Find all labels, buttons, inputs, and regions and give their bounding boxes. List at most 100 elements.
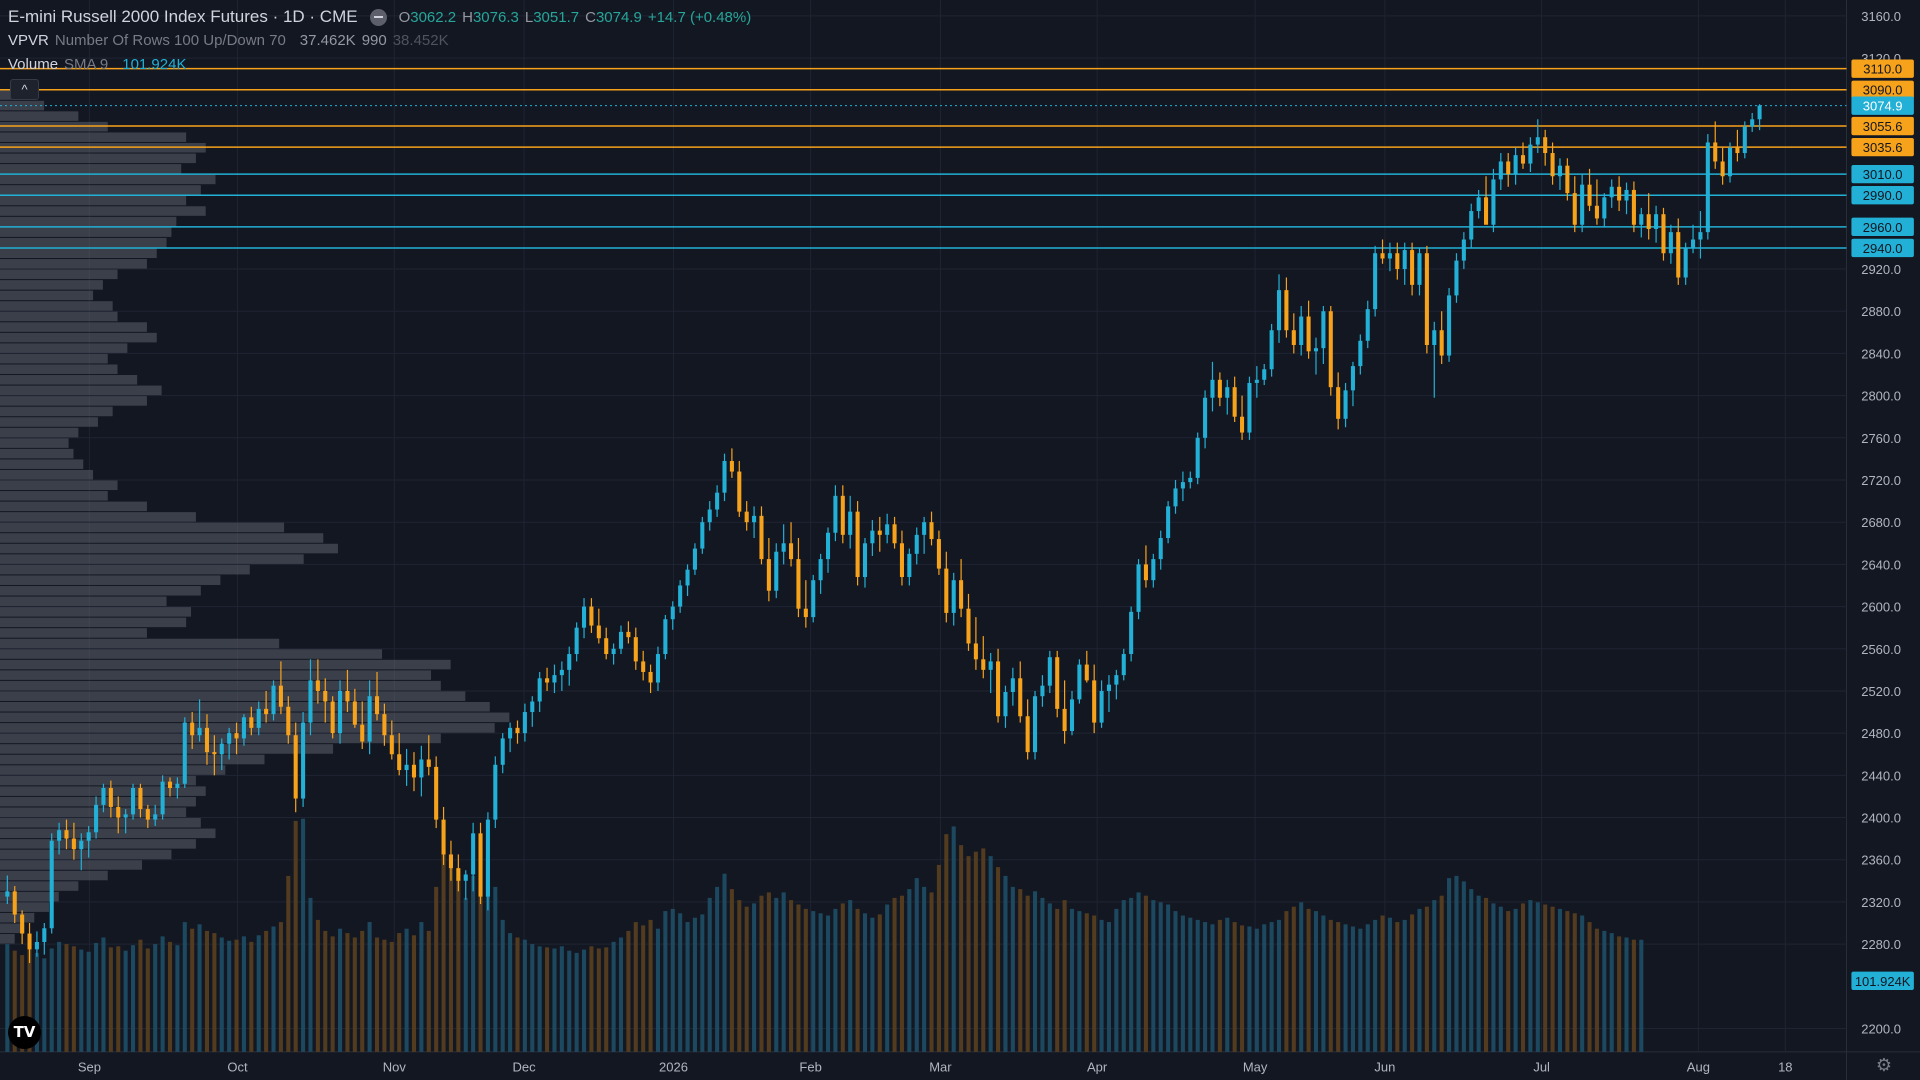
volume-bar	[633, 922, 638, 1052]
candle-body	[1195, 437, 1200, 478]
candle-body	[929, 522, 934, 540]
hide-icon[interactable]	[369, 8, 387, 26]
volume-bar	[448, 864, 453, 1052]
candle-body	[1631, 189, 1636, 225]
candle-body	[1010, 678, 1015, 693]
candle-body	[1461, 239, 1466, 261]
volume-bar	[1262, 924, 1267, 1052]
candle-body	[86, 832, 91, 841]
price-change: +14.7 (+0.48%)	[647, 8, 752, 26]
candle-body	[249, 717, 254, 728]
candle-body	[1188, 477, 1193, 483]
price-tick-label: 2880.0	[1861, 304, 1901, 319]
price-tick-label: 2800.0	[1861, 389, 1901, 404]
volume-bar	[729, 889, 734, 1052]
candle-body	[825, 532, 831, 560]
volume-bar	[5, 944, 10, 1052]
vpvr-row	[0, 448, 74, 459]
volume-name[interactable]: Volume	[8, 56, 59, 73]
vpvr-name[interactable]: VPVR	[8, 32, 49, 49]
candle-body	[64, 830, 69, 839]
time-axis[interactable]: Sep Oct Nov Dec 2026 Feb Mar Apr May Jun Jul Aug 18	[78, 1059, 1793, 1074]
volume-bar	[737, 900, 742, 1052]
volume-bar	[1513, 908, 1518, 1052]
price-tick-label: 2920.0	[1861, 262, 1901, 277]
vpvr-row	[0, 849, 172, 860]
candle-body	[27, 933, 32, 950]
candle-body	[175, 783, 180, 788]
candle-body	[212, 752, 217, 755]
price-label-bg	[1851, 80, 1914, 99]
candle-body	[1417, 253, 1422, 285]
candle-body	[604, 638, 609, 655]
candle-body	[1506, 161, 1511, 175]
candle-body	[1284, 290, 1289, 331]
volume-bar	[981, 848, 986, 1052]
candle-body	[1469, 211, 1474, 240]
candle-body	[1735, 147, 1740, 154]
candle-body	[182, 722, 187, 784]
candle-body	[1025, 716, 1030, 753]
candle-body	[204, 727, 210, 753]
volume-bar	[892, 897, 897, 1052]
candle-body	[1594, 205, 1599, 219]
price-axis[interactable]: 3160.03120.02920.02880.02840.02800.02760…	[1861, 9, 1901, 1037]
ohlc-open: O3062.2	[398, 8, 457, 26]
volume-bar	[1543, 904, 1548, 1052]
price-label-text: 3010.0	[1863, 167, 1903, 182]
vpvr-row	[0, 290, 94, 301]
volume-bar	[774, 897, 779, 1052]
volume-bar	[988, 856, 993, 1052]
volume-bar	[301, 818, 306, 1052]
volume-bar	[1484, 897, 1489, 1052]
volume-bar	[101, 937, 106, 1052]
time-tick-label: Sep	[78, 1059, 101, 1074]
vpvr-row	[0, 206, 206, 216]
candle-body	[1343, 390, 1348, 419]
vpvr-row	[0, 860, 143, 870]
volume-bar	[996, 867, 1001, 1052]
vpvr-value-1: 37.462K	[299, 32, 356, 49]
tradingview-logo-icon[interactable]: TV	[8, 1016, 41, 1049]
candle-body	[1557, 165, 1563, 177]
volume-bar	[811, 911, 816, 1052]
vpvr-row	[0, 554, 304, 564]
volume-bar	[626, 930, 631, 1052]
candle-body	[1180, 482, 1185, 489]
candle-body	[1033, 696, 1038, 753]
volume-bar	[582, 949, 587, 1052]
vpvr-row	[0, 90, 18, 100]
volume-bar	[463, 897, 468, 1052]
vpvr-row	[0, 754, 265, 765]
candle-body	[1062, 708, 1067, 732]
volume-bar	[1631, 939, 1636, 1052]
symbol-title[interactable]: E-mini Russell 2000 Index Futures · 1D ·…	[8, 7, 358, 26]
vpvr-row	[0, 628, 147, 638]
volume-bar	[175, 945, 180, 1052]
price-label-text: 3074.9	[1863, 99, 1903, 114]
vpvr-row	[0, 818, 201, 828]
price-label-bg	[1851, 116, 1914, 136]
candle-body	[145, 809, 150, 820]
candle-body	[301, 722, 306, 799]
collapse-legend-button[interactable]: ^	[10, 79, 39, 100]
volume-bar	[1003, 875, 1008, 1052]
candle-body	[936, 539, 941, 569]
candle-body	[626, 631, 631, 638]
candle-body	[559, 669, 564, 676]
volume-bar	[596, 948, 601, 1052]
volume-bar	[116, 946, 121, 1052]
candle-body	[352, 701, 357, 725]
candle-body	[1173, 488, 1178, 507]
candle-body	[1203, 397, 1208, 438]
candle-body	[1225, 387, 1230, 398]
vpvr-row	[0, 512, 196, 522]
candle-body	[264, 708, 269, 715]
volume-bar	[1350, 926, 1355, 1052]
settings-gear-icon[interactable]: ⚙	[1875, 1055, 1893, 1075]
volume-bar	[1343, 924, 1348, 1052]
candle-body	[308, 680, 313, 723]
candle-body	[367, 696, 372, 742]
